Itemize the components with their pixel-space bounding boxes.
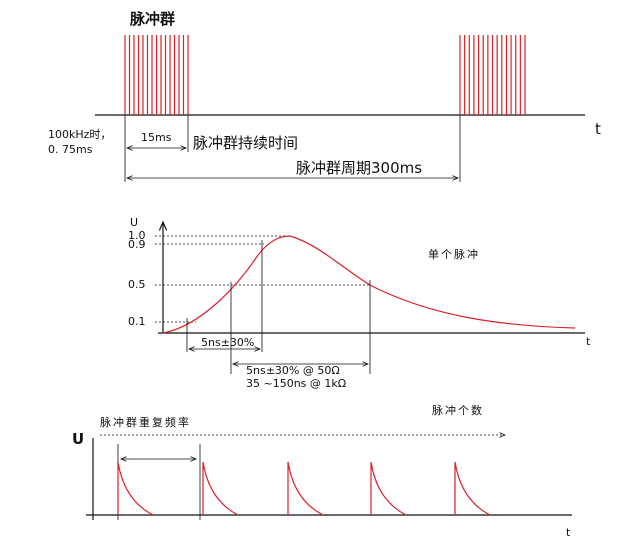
burst-label: 脉冲群 <box>129 10 175 28</box>
pulse <box>370 461 407 516</box>
t-axis-label: t <box>566 526 571 539</box>
t-axis-label: t <box>595 120 601 138</box>
t-axis-label: t <box>586 335 591 348</box>
pulse <box>454 461 491 516</box>
level-label: 0.5 <box>128 278 146 291</box>
rise-time: 5ns±30% <box>201 336 254 349</box>
pulse-train <box>117 444 491 520</box>
period-label: 脉冲群周期300ms <box>296 159 422 177</box>
level-label: 1.0 <box>128 229 146 242</box>
level-label: 0.1 <box>128 315 146 328</box>
width-label: 35 ~150ns @ 1kΩ <box>246 377 346 390</box>
u-axis-label: U <box>130 216 138 229</box>
pulse <box>287 461 324 516</box>
u-axis-label: U <box>72 430 84 448</box>
width-label: 5ns±30% @ 50Ω <box>246 364 340 377</box>
freq-note: 100kHz时， <box>48 128 111 141</box>
pulse <box>202 461 239 516</box>
level-label: 0.9 <box>128 238 146 251</box>
pulse-curve <box>162 235 576 334</box>
pulse-title: 单个脉冲 <box>428 247 480 261</box>
repetition-label: 脉冲群重复频率 <box>100 415 191 429</box>
bursts <box>124 35 526 115</box>
pulse <box>117 461 154 516</box>
duration-label: 脉冲群持续时间 <box>193 134 298 152</box>
freq-note: 0. 75ms <box>48 143 93 156</box>
duration-value: 15ms <box>141 131 172 144</box>
count-label: 脉冲个数 <box>432 403 484 417</box>
